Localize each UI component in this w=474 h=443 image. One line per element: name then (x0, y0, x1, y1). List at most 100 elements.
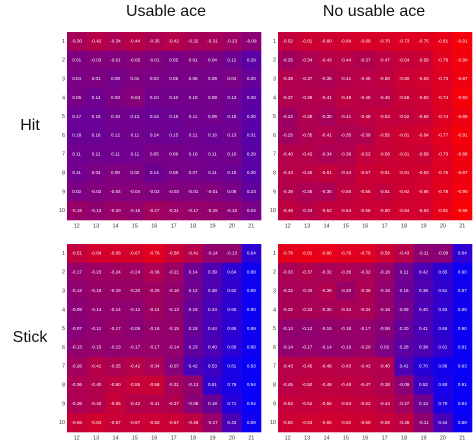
heatmap-cell (67, 281, 87, 301)
cell-label: 0.93 (458, 363, 467, 368)
x-tick-label: 13 (304, 223, 310, 229)
cell-label: -0.36 (360, 288, 371, 293)
cell-label: -0.12 (71, 288, 82, 293)
heatmap-cell (336, 281, 356, 301)
cell-label: -0.32 (188, 39, 199, 44)
heatmap-cell (164, 69, 184, 89)
heatmap-cell (278, 144, 298, 164)
cell-label: 0.65 (227, 326, 236, 331)
cell-label: -0.40 (91, 382, 102, 387)
heatmap-cell (355, 50, 376, 70)
heatmap-cell (144, 338, 165, 358)
heatmap-cell (67, 69, 87, 89)
heatmap-cell (433, 107, 453, 127)
cell-label: 0.64 (458, 251, 467, 256)
heatmap-cell (86, 413, 107, 433)
cell-label: 0.42 (189, 363, 198, 368)
cell-label: -0.55 (321, 401, 332, 406)
cell-label: -0.55 (379, 133, 390, 138)
heatmap-cell (222, 107, 242, 127)
x-tick-label: 13 (93, 435, 99, 441)
y-tick-label: 3 (62, 76, 65, 82)
cell-label: 0.61 (438, 345, 447, 350)
cell-label: -0.13 (71, 345, 82, 350)
cell-label: -0.86 (457, 114, 468, 119)
heatmap-cell (375, 69, 395, 89)
heatmap-cell (355, 262, 376, 282)
heatmap-cell (336, 32, 356, 52)
cell-label: 0.43 (208, 307, 217, 312)
heatmap-cell (202, 262, 223, 282)
heatmap-cell (336, 338, 356, 358)
heatmap-cell (452, 394, 473, 414)
cell-label: 0.05 (150, 151, 159, 156)
cell-label: 0.06 (227, 189, 236, 194)
cell-label: 0.12 (227, 57, 236, 62)
heatmap-cell (336, 375, 356, 395)
heatmap-cell (164, 182, 184, 202)
heatmap-cell (394, 50, 415, 70)
heatmap-cell (336, 126, 356, 146)
cell-label: -0.32 (302, 288, 313, 293)
x-tick-label: 15 (343, 435, 349, 441)
y-tick-label: 4 (273, 307, 276, 313)
cell-label: -0.32 (282, 288, 293, 293)
heatmap-cell (105, 201, 126, 221)
heatmap-cell (241, 69, 262, 89)
cell-label: -0.11 (418, 420, 429, 425)
cell-label: 0.01 (92, 76, 101, 81)
heatmap-cell (67, 262, 87, 282)
cell-label: -0.38 (321, 288, 332, 293)
cell-label: -0.52 (302, 401, 313, 406)
cell-label: 0.79 (438, 401, 447, 406)
cell-label: -0.08 (188, 401, 199, 406)
cell-label: 0.79 (227, 382, 236, 387)
cell-label: -0.68 (360, 39, 371, 44)
heatmap-cell (316, 32, 337, 52)
cell-label: 0.13 (130, 114, 139, 119)
cell-label: -0.39 (282, 76, 293, 81)
cell-label: -0.04 (110, 189, 121, 194)
cell-label: -0.90 (457, 189, 468, 194)
cell-label: -0.60 (399, 76, 410, 81)
cell-label: -0.64 (418, 133, 429, 138)
heatmap-cell (86, 32, 107, 52)
heatmap-cell (297, 338, 318, 358)
heatmap-cell (394, 262, 415, 282)
cell-label: -0.39 (341, 151, 352, 156)
cell-label: -0.04 (130, 189, 141, 194)
cell-label: 0.11 (400, 269, 409, 274)
cell-label: -0.63 (418, 170, 429, 175)
cell-label: 0.14 (189, 269, 198, 274)
heatmap-cell (278, 88, 298, 108)
cell-label: 0.38 (419, 345, 428, 350)
cell-label: -0.48 (188, 420, 199, 425)
heatmap-cell (278, 319, 298, 339)
heatmap-cell (452, 413, 473, 433)
cell-label: -0.42 (130, 363, 141, 368)
y-tick-label: 2 (62, 270, 65, 276)
cell-label: 0.08 (208, 95, 217, 100)
cell-label: -0.59 (379, 251, 390, 256)
cell-label: -0.14 (207, 251, 218, 256)
heatmap-cell (355, 394, 376, 414)
x-tick-label: 13 (93, 223, 99, 229)
heatmap-cell (125, 319, 145, 339)
y-tick-label: 9 (62, 401, 65, 407)
heatmap-cell (413, 88, 434, 108)
heatmap-cell (336, 88, 356, 108)
y-tick-label: 6 (273, 345, 276, 351)
cell-label: 0.29 (247, 151, 256, 156)
x-tick-label: 12 (74, 223, 80, 229)
x-tick-label: 19 (420, 223, 426, 229)
x-tick-label: 20 (440, 435, 446, 441)
cell-label: -0.87 (457, 170, 468, 175)
heatmap-cell (105, 32, 126, 52)
cell-label: -0.78 (438, 189, 449, 194)
cell-label: -0.09 (399, 382, 410, 387)
cell-label: -0.37 (302, 76, 313, 81)
heatmap-cell (336, 182, 356, 202)
heatmap-cell (67, 356, 87, 376)
cell-label: -0.35 (149, 39, 160, 44)
